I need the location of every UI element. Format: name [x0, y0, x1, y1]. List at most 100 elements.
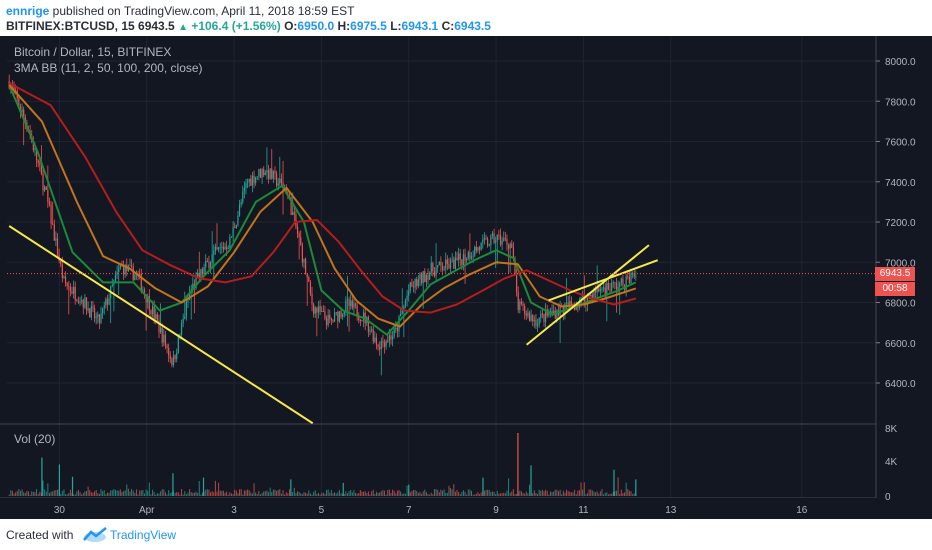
author-name[interactable]: ennrige — [6, 4, 50, 18]
candle-body — [242, 191, 244, 202]
candle-body — [322, 310, 324, 312]
volume-legend[interactable]: Vol (20) — [14, 432, 56, 446]
tradingview-logo-icon[interactable] — [82, 525, 108, 543]
candle-body — [40, 165, 43, 174]
candle-body — [103, 305, 105, 309]
time-axis-bg — [0, 498, 932, 519]
candle-body — [358, 317, 360, 321]
candle-body — [472, 255, 474, 257]
candle-body — [466, 258, 468, 261]
candle-body — [556, 310, 558, 319]
volume-axis-labels: 0 4K 8K — [885, 424, 898, 503]
candle-body — [226, 246, 228, 250]
candle-body — [301, 245, 303, 263]
candle-body — [227, 248, 229, 250]
candle-body — [408, 290, 410, 296]
candle-body — [540, 313, 542, 318]
candle-body — [420, 273, 423, 284]
open-label: O: — [284, 19, 298, 33]
candle-body — [151, 306, 154, 315]
candle-body — [516, 274, 518, 293]
candle-body — [97, 314, 99, 317]
candle-body — [519, 301, 521, 310]
candle-body — [174, 355, 176, 360]
candle-body — [292, 212, 294, 215]
candle-body — [443, 268, 445, 270]
candle-body — [24, 116, 26, 123]
candle-body — [520, 301, 523, 304]
candle-body — [222, 246, 225, 250]
low-label: L: — [390, 19, 402, 33]
candle-body — [395, 327, 397, 329]
price-tick-label: 6400.0 — [885, 379, 916, 390]
published-text: published on TradingView.com, April 11, … — [49, 4, 355, 18]
candle-body — [622, 278, 624, 286]
candle-body — [548, 313, 550, 316]
candle-body — [342, 314, 344, 317]
candle-body — [85, 297, 88, 311]
candle-body — [532, 315, 534, 322]
candle-body — [577, 305, 579, 308]
candle-body — [335, 311, 337, 313]
time-tick-label: 13 — [665, 505, 677, 516]
chart-area[interactable]: 6400.0 6600.0 6800.0 7000.0 7200.0 7400.0 7600… — [0, 36, 932, 519]
candle-body — [264, 172, 266, 176]
candle-body — [79, 301, 81, 303]
candle-body — [316, 307, 318, 313]
candle-body — [582, 295, 584, 298]
chart-title: Bitcoin / Dollar, 15, BITFINEX — [14, 45, 172, 59]
candle-body — [69, 286, 71, 292]
candle-body — [440, 262, 442, 266]
indicator-legend[interactable]: 3MA BB (11, 2, 50, 100, 200, close) — [14, 61, 203, 75]
candle-body — [308, 277, 310, 282]
high-label: H: — [337, 19, 351, 33]
candle-body — [84, 297, 86, 308]
candle-body — [491, 233, 494, 236]
candle-body — [590, 294, 592, 297]
candle-body — [493, 233, 495, 243]
time-tick-label: 5 — [319, 505, 325, 516]
candle-body — [380, 341, 382, 350]
candle-body — [612, 282, 614, 284]
candle-body — [66, 283, 68, 287]
candle-body — [68, 286, 70, 288]
candle-body — [221, 246, 223, 248]
candle-body — [230, 236, 233, 238]
candle-body — [64, 276, 67, 284]
candle-body — [317, 305, 320, 313]
candle-body — [459, 253, 461, 260]
brand-name[interactable]: TradingView — [110, 528, 177, 542]
candle-body — [525, 313, 527, 316]
publish-header: ennrige published on TradingView.com, Ap… — [0, 0, 932, 36]
candle-body — [176, 352, 178, 360]
candle-body — [296, 226, 299, 234]
candle-body — [609, 289, 611, 291]
candle-body — [411, 282, 413, 287]
candle-body — [140, 273, 142, 291]
candle-body — [250, 178, 252, 186]
candle-body — [114, 274, 117, 281]
close-value: 6943.5 — [454, 19, 491, 33]
candle-body — [333, 312, 336, 322]
candle-body — [105, 298, 107, 306]
candle-body — [147, 296, 149, 303]
candle-body — [255, 177, 257, 184]
symbol-info: BITFINEX:BTCUSD, 15 6943.5 ▲ +106.4 (+1.… — [6, 19, 491, 33]
candle-body — [625, 276, 627, 290]
price-chart[interactable]: 6400.0 6600.0 6800.0 7000.0 7200.0 7400.0 7600… — [0, 36, 932, 519]
candle-body — [92, 306, 94, 309]
candle-body — [337, 311, 339, 322]
candle-body — [314, 307, 316, 314]
candle-body — [309, 281, 312, 294]
candle-body — [13, 86, 15, 91]
candle-body — [119, 265, 121, 269]
candle-body — [351, 300, 353, 308]
candle-body — [82, 300, 84, 308]
candle-body — [55, 238, 57, 241]
candle-body — [401, 310, 403, 314]
candle-body — [372, 329, 374, 342]
candle-body — [206, 260, 208, 262]
candle-body — [524, 306, 526, 314]
candle-body — [533, 319, 535, 322]
candle-body — [385, 340, 387, 347]
